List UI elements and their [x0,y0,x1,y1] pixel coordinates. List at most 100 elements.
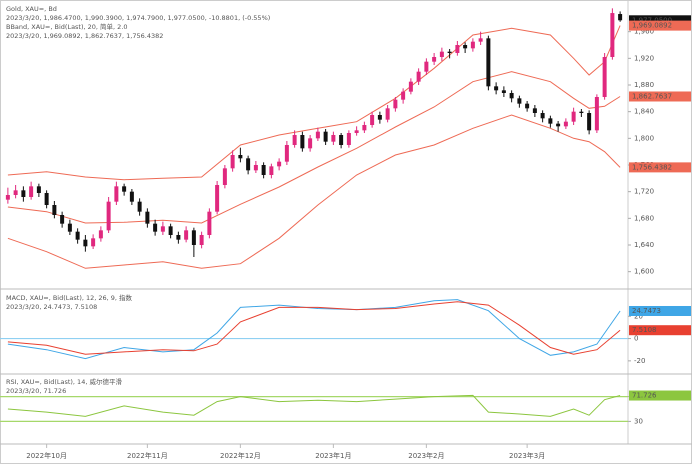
y-tick-label: 0 [634,335,638,343]
y-tick-label: 1,920 [634,54,654,62]
candle-body [354,130,359,133]
candle-body [385,108,390,120]
panel-title: MACD, XAU=, Bid(Last), 12, 26, 9, 指数 [6,293,133,302]
y-tick-label: 1,680 [634,214,654,222]
candle-body [525,103,530,109]
candle-body [168,226,173,235]
candle-body [594,97,599,131]
candle-body [308,138,313,149]
candle-body [176,235,181,240]
value-tag-label: 71.726 [632,392,657,400]
candle-body [13,190,18,195]
candle-body [556,123,561,127]
y-tick-label: 20 [634,312,643,320]
candle-body [83,239,88,247]
candle-body [5,195,10,200]
candle-body [222,168,227,185]
x-tick-label: 2022年10月 [26,451,67,460]
candle-body [261,165,266,175]
candle-body [323,131,328,142]
candle-body [75,231,80,240]
candle-body [160,226,165,232]
candle-body [52,205,57,215]
y-tick-label: 1,720 [634,188,654,196]
candle-body [122,186,127,192]
x-tick-label: 2023年1月 [315,451,351,460]
candle-body [300,135,305,149]
candle-body [610,13,615,58]
indicator-line [7,114,621,269]
y-tick-label: 1,840 [634,108,654,116]
candle-body [548,118,553,124]
indicator-line [7,25,621,181]
candle-body [432,57,437,62]
candle-body [106,201,111,231]
panel-subtitle: 2023/3/20, 71.726 [6,387,66,395]
y-tick-label: 1,640 [634,241,654,249]
candle-body [199,235,204,245]
candle-body [60,215,65,224]
candle-body [463,45,468,49]
candle-body [416,71,421,82]
candle-body [455,45,460,53]
candle-body [362,125,367,131]
candle-body [153,223,158,232]
panel-title: RSI, XAU=, Bid(Last), 14, 威尔德平滑 [6,377,122,386]
value-tag-label: 7.5108 [632,326,657,334]
value-tag [629,325,691,336]
value-tag [629,91,691,102]
candle-body [509,93,514,99]
y-tick-label: 1,600 [634,268,654,276]
candle-body [67,223,72,232]
value-tag [629,305,691,316]
candle-body [377,115,382,120]
candle-body [331,135,336,142]
panel-subtitle: 2023/3/20, 1,986.4700, 1,990.3900, 1,974… [6,14,270,22]
value-tag [629,390,691,401]
indicator-line [7,301,621,355]
candle-body [447,51,452,53]
candle-body [284,145,289,162]
value-tag-label: 24.7473 [632,307,661,315]
candle-body [517,98,522,104]
candle-body [91,238,96,247]
candle-body [44,193,49,205]
candle-body [269,166,274,175]
candle-body [540,113,545,119]
candle-body [486,38,491,87]
price-tag-label: 1,977.0500 [632,16,672,24]
indicator-line [7,299,621,360]
panel-title: Gold, XAU=, Bd [6,5,57,13]
x-tick-label: 2022年11月 [127,451,168,460]
indicator-line [7,71,621,224]
candle-body [191,230,196,245]
x-tick-label: 2022年12月 [220,451,261,460]
candle-body [563,121,568,127]
candle-body [571,111,576,122]
candle-body [277,161,282,167]
candle-body [494,86,499,91]
candle-body [29,186,34,197]
value-tag [629,20,691,31]
candle-body [129,191,134,202]
value-tag-label: 1,862.7637 [632,92,672,100]
y-tick-label: -20 [634,357,645,365]
candle-body [238,155,243,159]
candle-body [579,111,584,113]
y-tick-label: 1,800 [634,134,654,142]
candle-body [137,201,142,212]
annotation: 2023/3/20, 1,969.0892, 1,862.7637, 1,756… [6,32,163,40]
candle-body [145,211,150,224]
candle-body [246,158,251,171]
candle-body [215,185,220,212]
candle-body [424,61,429,72]
candle-body [36,186,41,193]
candle-body [21,190,26,197]
candle-body [315,131,320,139]
candle-body [370,115,375,125]
annotation: BBand, XAU=, Bid(Last), 20, 简单, 2.0 [6,22,128,31]
candle-body [587,113,592,131]
candle-body [184,230,189,240]
candle-body [401,91,406,100]
